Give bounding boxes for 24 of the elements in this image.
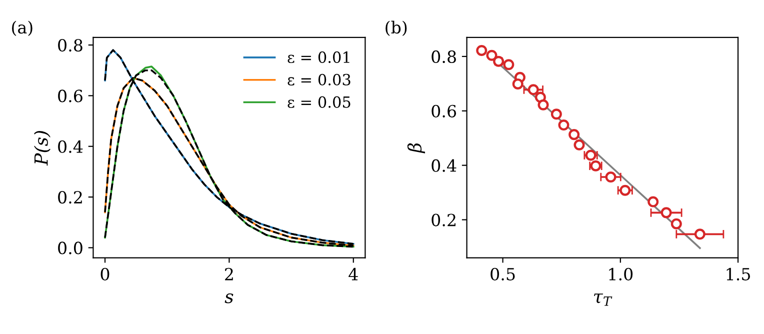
x-axis-title: τ$_{T}$ bbox=[594, 294, 612, 306]
chart-title: (a) bbox=[12, 20, 32, 36]
x-tick-label: 4 bbox=[348, 268, 358, 280]
x-axis-title: s bbox=[224, 293, 234, 304]
y-tick-label: 0.2 bbox=[58, 191, 82, 204]
chart-title: (b) bbox=[386, 20, 407, 36]
x-tick-label: 2 bbox=[225, 268, 233, 280]
y-tick-label: 0.2 bbox=[432, 214, 456, 226]
y-tick-label: 0.0 bbox=[58, 242, 82, 254]
x-tick-label: 0.5 bbox=[490, 268, 515, 280]
y-tick-label: 0.4 bbox=[432, 159, 456, 172]
y-tick-label: 0.4 bbox=[58, 140, 83, 153]
legend-label: ε = 0.05 bbox=[288, 96, 350, 108]
y-tick-label: 0.8 bbox=[432, 50, 456, 64]
y-tick-label: 0.6 bbox=[58, 90, 82, 102]
x-tick-label: 0 bbox=[100, 268, 110, 280]
y-axis-title: β bbox=[407, 143, 426, 154]
legend-label: ε = 0.03 bbox=[288, 74, 350, 86]
x-tick-label: 1.0 bbox=[609, 268, 633, 280]
legend-label: ε = 0.01 bbox=[288, 51, 350, 64]
y-axis-title: P(s) bbox=[34, 131, 50, 166]
x-tick-label: 1.5 bbox=[726, 268, 750, 280]
y-tick-label: 0.6 bbox=[432, 104, 456, 118]
y-tick-label: 0.8 bbox=[58, 38, 82, 52]
